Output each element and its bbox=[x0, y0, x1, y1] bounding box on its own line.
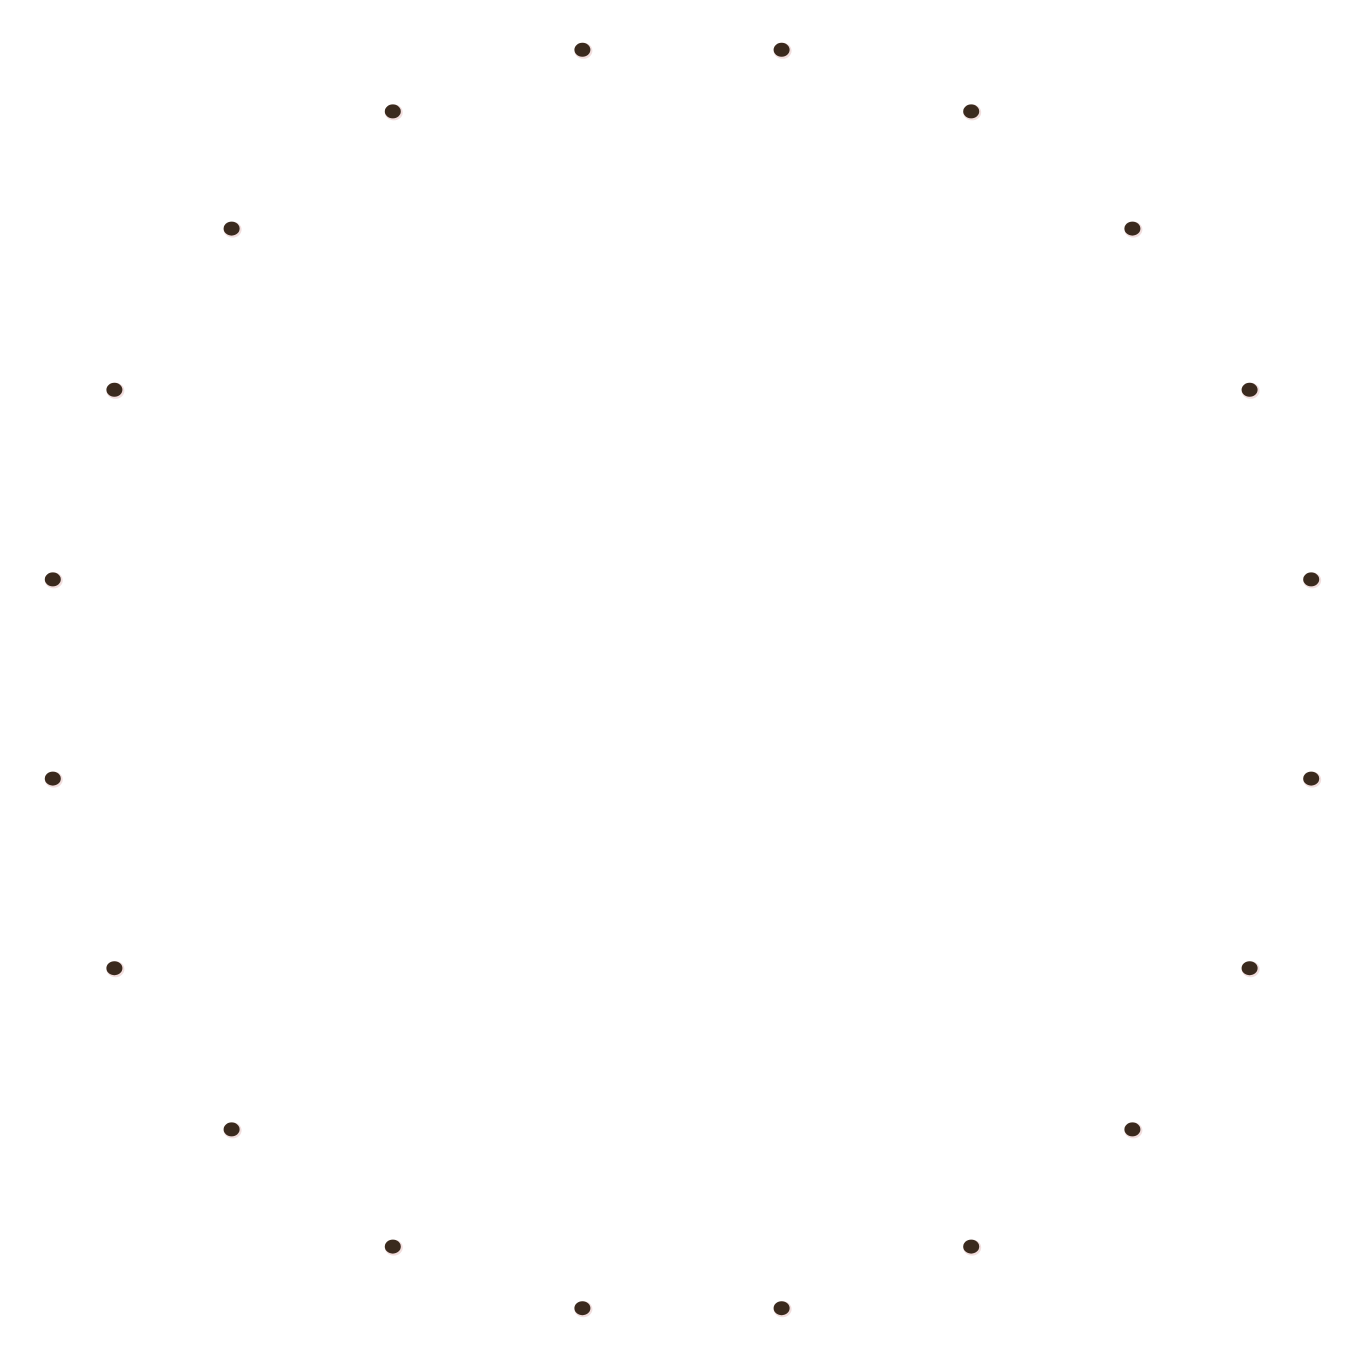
ring-dot bbox=[223, 221, 240, 236]
ring-dot bbox=[574, 1301, 591, 1316]
ring-dot bbox=[1124, 221, 1141, 236]
ring-dot bbox=[44, 572, 61, 587]
ring-dot bbox=[223, 1122, 240, 1137]
ring-dot bbox=[773, 1301, 790, 1316]
ring-dot bbox=[106, 382, 123, 397]
ring-dot bbox=[384, 1239, 401, 1254]
ring-dot bbox=[384, 104, 401, 119]
ring-dot bbox=[106, 961, 123, 976]
ring-dot bbox=[963, 104, 980, 119]
ring-dot bbox=[1241, 961, 1258, 976]
ring-dot bbox=[574, 42, 591, 57]
ring-dot bbox=[44, 771, 61, 786]
ring-dot bbox=[1303, 572, 1320, 587]
ring-dot bbox=[1241, 382, 1258, 397]
ring-dot bbox=[773, 42, 790, 57]
ring-dot bbox=[1124, 1122, 1141, 1137]
ring-dot bbox=[1303, 771, 1320, 786]
ring-dot bbox=[963, 1239, 980, 1254]
